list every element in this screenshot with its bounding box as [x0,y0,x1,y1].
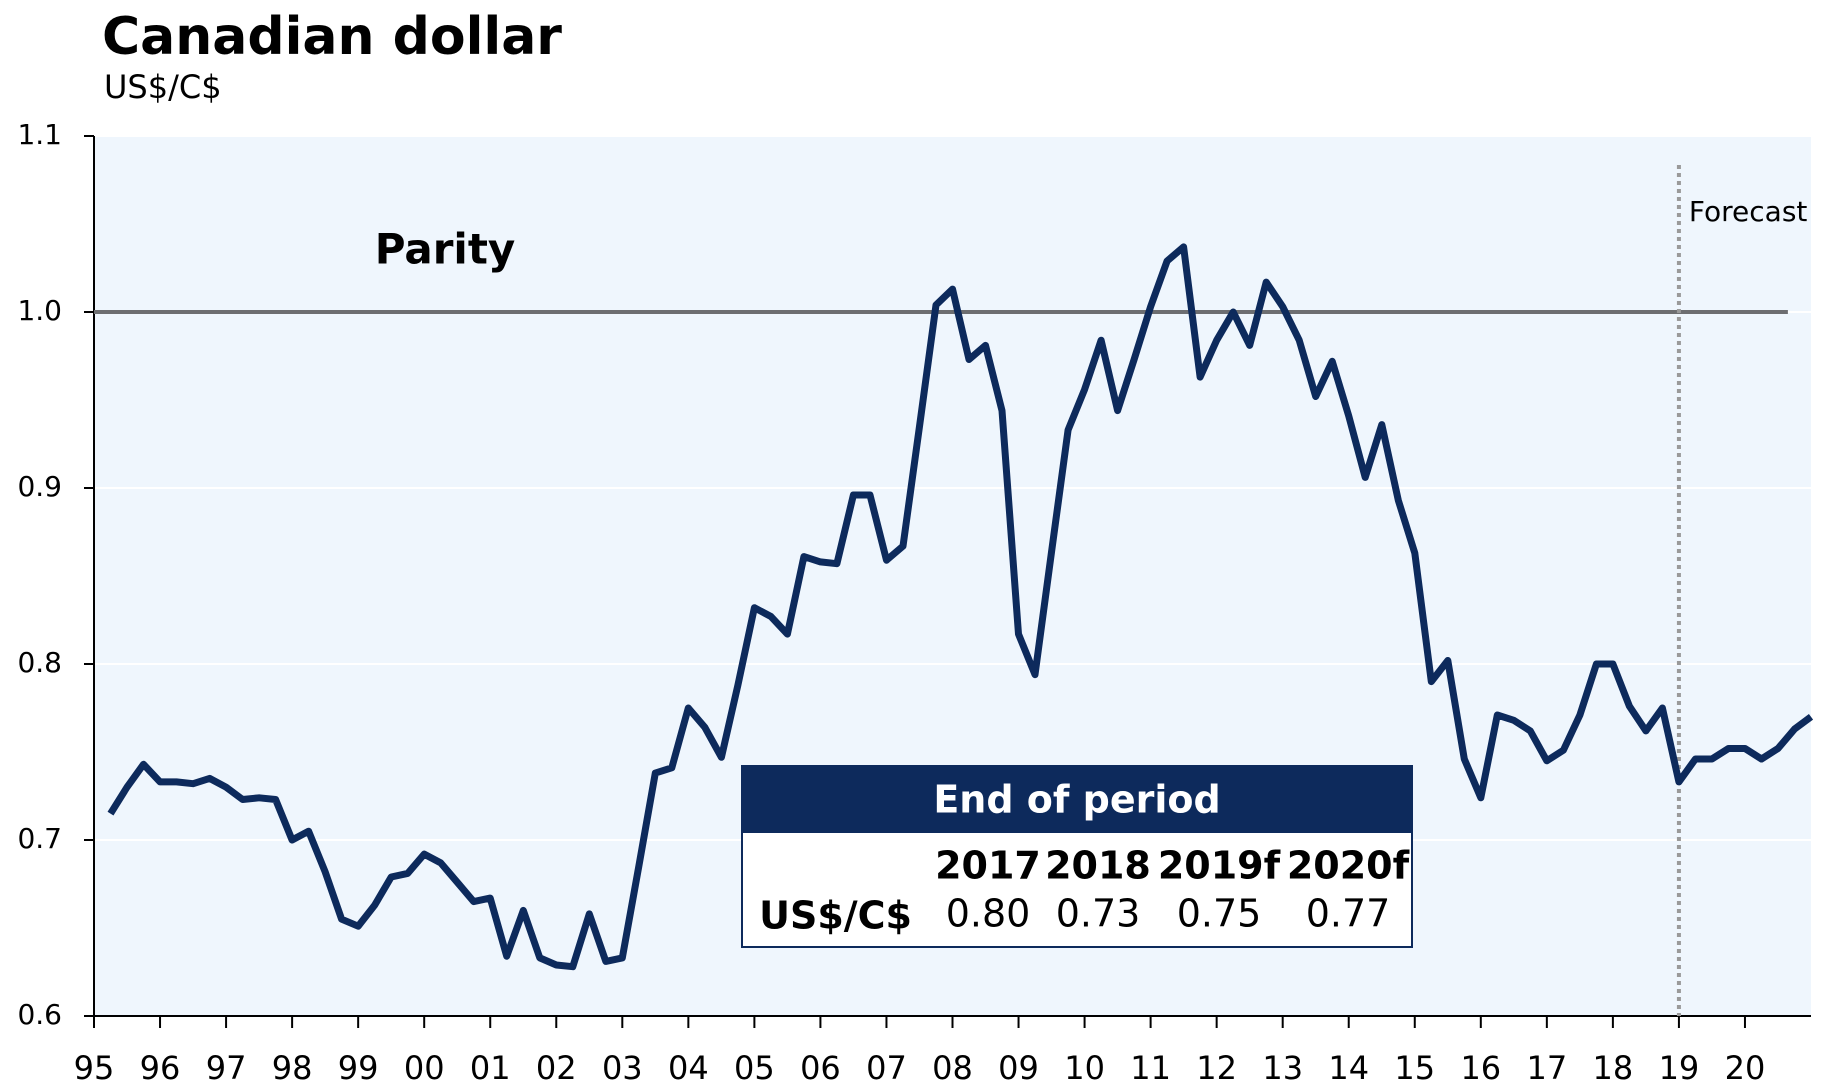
x-tick-label: 13 [1262,1049,1303,1083]
x-tick-label: 98 [272,1049,313,1083]
table-column: 2019f [1158,844,1281,888]
x-tick-label: 01 [470,1049,511,1083]
table-column: 2018 [1045,844,1151,888]
x-tick-label: 09 [998,1049,1039,1083]
x-tick-label: 00 [404,1049,445,1083]
x-tick-label: 99 [338,1049,379,1083]
y-tick-label: 0.9 [17,470,62,503]
parity-label: Parity [375,225,516,274]
x-tick-label: 03 [602,1049,643,1083]
x-tick-label: 10 [1064,1049,1105,1083]
table-header [742,766,1412,833]
chart-title: Canadian dollar [102,7,562,67]
y-tick-label: 1.0 [17,294,62,327]
table-value: 0.75 [1177,892,1262,936]
table-column: 2017 [935,844,1041,888]
x-tick-label: 06 [800,1049,841,1083]
x-tick-label: 12 [1196,1049,1237,1083]
x-tick-label: 96 [140,1049,181,1083]
x-tick-label: 07 [866,1049,907,1083]
table-row-label: US$/C$ [759,894,912,938]
x-tick-label: 97 [206,1049,247,1083]
x-tick-label: 08 [932,1049,973,1083]
x-tick-label: 20 [1725,1049,1766,1083]
table-title: End of period [933,778,1220,822]
y-tick-label: 0.8 [17,646,62,679]
x-tick-label: 15 [1394,1049,1435,1083]
forecast-label: Forecast [1689,195,1808,228]
table-value: 0.73 [1056,892,1141,936]
x-tick-label: 14 [1328,1049,1369,1083]
x-tick-label: 17 [1526,1049,1567,1083]
y-tick-label: 0.7 [17,822,62,855]
x-tick-label: 16 [1460,1049,1501,1083]
series-line [107,243,1814,971]
x-tick-label: 04 [668,1049,709,1083]
x-tick-label: 02 [536,1049,577,1083]
x-tick-label: 05 [734,1049,775,1083]
x-tick-label: 11 [1130,1049,1171,1083]
x-tick-label: 18 [1593,1049,1634,1083]
chart-subtitle: US$/C$ [104,68,222,106]
x-tick-label: 19 [1659,1049,1700,1083]
table-value: 0.80 [946,892,1031,936]
table-column: 2020f [1287,844,1410,888]
table-value: 0.77 [1306,892,1391,936]
x-tick-label: 95 [74,1049,115,1083]
y-tick-label: 1.1 [17,118,62,151]
y-tick-label: 0.6 [17,998,62,1031]
